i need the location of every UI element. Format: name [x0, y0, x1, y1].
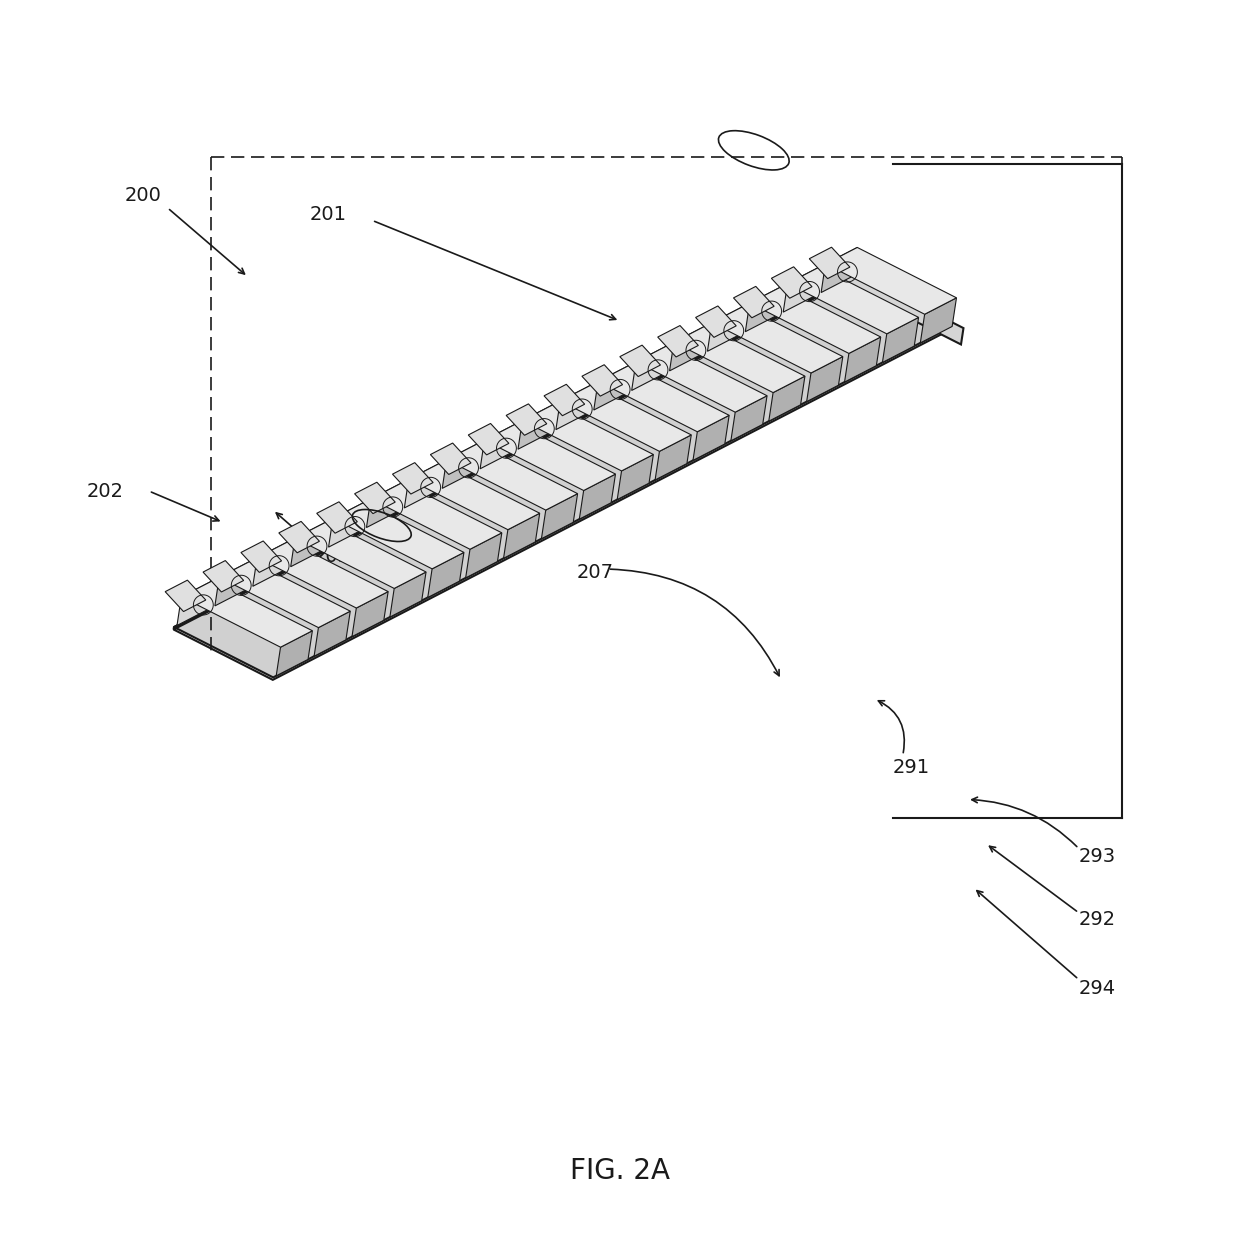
Polygon shape	[784, 267, 820, 312]
Text: 291: 291	[893, 758, 930, 778]
Polygon shape	[618, 454, 653, 500]
Polygon shape	[544, 384, 585, 415]
Polygon shape	[469, 423, 508, 454]
Polygon shape	[177, 580, 213, 626]
Polygon shape	[355, 482, 396, 514]
Polygon shape	[730, 395, 768, 441]
Polygon shape	[693, 415, 729, 461]
Polygon shape	[750, 287, 880, 354]
Polygon shape	[165, 580, 206, 612]
Polygon shape	[332, 502, 464, 569]
Polygon shape	[480, 424, 516, 468]
Polygon shape	[655, 434, 691, 480]
Polygon shape	[277, 631, 312, 676]
Polygon shape	[821, 248, 857, 292]
Polygon shape	[844, 337, 880, 381]
Polygon shape	[670, 326, 706, 371]
Polygon shape	[290, 521, 327, 567]
Polygon shape	[443, 443, 479, 488]
Polygon shape	[594, 365, 630, 410]
Polygon shape	[404, 463, 440, 507]
Polygon shape	[389, 572, 427, 617]
Polygon shape	[430, 443, 471, 475]
Polygon shape	[393, 462, 433, 494]
Polygon shape	[673, 326, 805, 393]
Polygon shape	[712, 306, 843, 373]
Polygon shape	[181, 580, 312, 647]
Polygon shape	[734, 286, 774, 317]
Polygon shape	[745, 287, 781, 331]
Polygon shape	[174, 274, 955, 677]
Polygon shape	[253, 541, 289, 587]
Polygon shape	[518, 404, 554, 449]
Polygon shape	[769, 376, 805, 422]
Polygon shape	[920, 298, 956, 342]
Polygon shape	[807, 356, 843, 402]
Polygon shape	[506, 404, 547, 436]
Polygon shape	[503, 514, 539, 558]
Polygon shape	[215, 560, 250, 606]
Polygon shape	[174, 277, 955, 680]
Polygon shape	[787, 267, 919, 334]
Polygon shape	[598, 365, 729, 432]
Polygon shape	[560, 384, 691, 452]
Text: 292: 292	[1079, 909, 1116, 929]
Text: 207: 207	[577, 563, 614, 583]
Text: 201: 201	[310, 204, 347, 224]
Polygon shape	[636, 345, 768, 412]
Polygon shape	[219, 560, 350, 628]
Polygon shape	[367, 482, 403, 528]
Text: 200: 200	[124, 185, 161, 205]
Polygon shape	[556, 384, 591, 429]
Polygon shape	[826, 248, 956, 315]
Polygon shape	[522, 404, 653, 471]
Text: 293: 293	[1079, 846, 1116, 866]
Polygon shape	[371, 482, 502, 549]
Polygon shape	[696, 306, 737, 337]
Polygon shape	[409, 463, 539, 530]
Polygon shape	[582, 365, 622, 397]
Polygon shape	[883, 317, 919, 363]
Text: 294: 294	[1079, 978, 1116, 998]
Polygon shape	[352, 592, 388, 637]
Polygon shape	[631, 345, 668, 390]
Polygon shape	[620, 345, 661, 376]
Text: 202: 202	[87, 481, 124, 501]
Polygon shape	[579, 475, 615, 519]
Polygon shape	[485, 424, 615, 491]
Polygon shape	[542, 494, 578, 539]
Polygon shape	[295, 521, 427, 588]
Polygon shape	[446, 443, 578, 510]
Text: 205: 205	[314, 546, 351, 567]
Polygon shape	[771, 267, 812, 298]
Polygon shape	[329, 502, 365, 548]
Polygon shape	[314, 611, 350, 656]
Polygon shape	[257, 541, 388, 608]
Polygon shape	[810, 247, 849, 278]
Polygon shape	[279, 521, 320, 553]
Polygon shape	[241, 541, 281, 573]
Polygon shape	[174, 274, 856, 630]
Text: FIG. 2A: FIG. 2A	[570, 1157, 670, 1185]
Polygon shape	[428, 553, 464, 598]
Polygon shape	[203, 560, 244, 592]
Polygon shape	[466, 533, 502, 578]
Polygon shape	[316, 502, 357, 534]
Polygon shape	[708, 306, 744, 351]
Polygon shape	[822, 258, 963, 345]
Polygon shape	[657, 326, 698, 358]
